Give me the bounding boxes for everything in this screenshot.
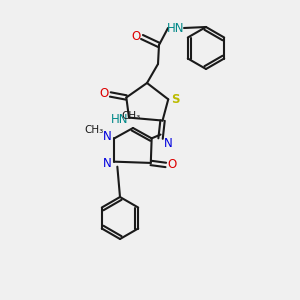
Text: CH₃: CH₃ bbox=[85, 125, 104, 135]
Text: N: N bbox=[103, 157, 112, 170]
Text: O: O bbox=[167, 158, 176, 171]
Text: N: N bbox=[103, 130, 112, 143]
Text: O: O bbox=[131, 29, 141, 43]
Text: S: S bbox=[171, 93, 179, 106]
Text: HN: HN bbox=[167, 22, 185, 34]
Text: O: O bbox=[100, 87, 109, 100]
Text: CH₃: CH₃ bbox=[122, 111, 141, 121]
Text: HN: HN bbox=[111, 113, 129, 126]
Text: N: N bbox=[164, 137, 173, 150]
